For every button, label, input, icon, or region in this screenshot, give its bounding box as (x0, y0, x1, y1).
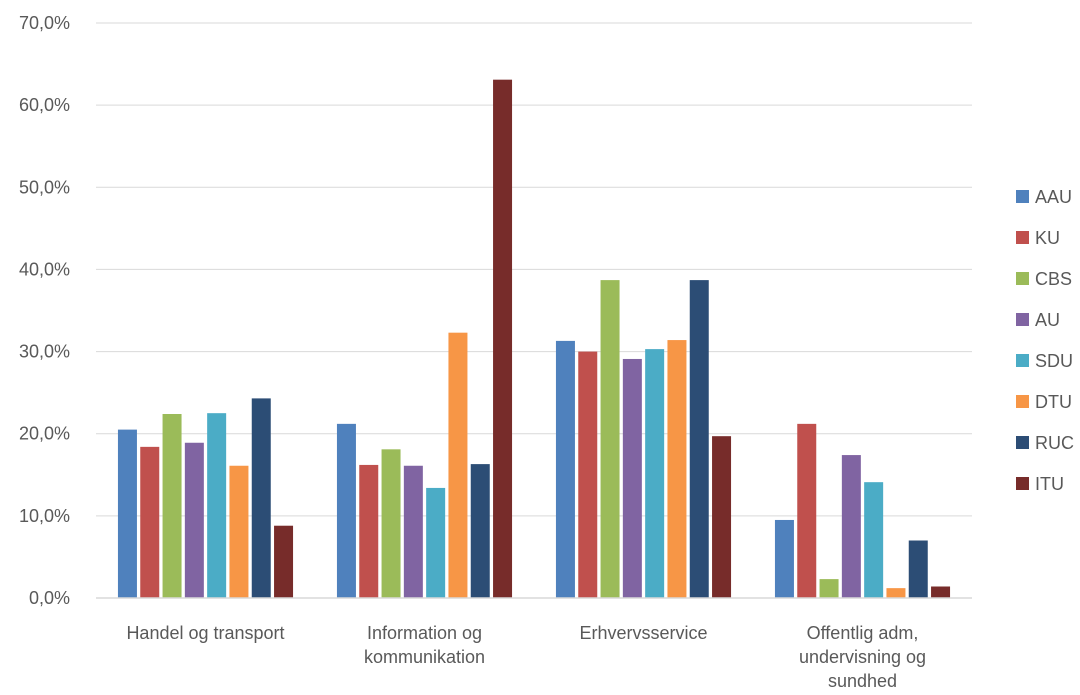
bar-dtu-2 (667, 340, 687, 598)
legend-swatch-au (1016, 313, 1029, 326)
bar-ruc-3 (908, 540, 928, 598)
bar-sdu-1 (426, 487, 446, 598)
legend-swatch-itu (1016, 477, 1029, 490)
bars (117, 79, 951, 598)
bar-dtu-3 (886, 588, 906, 598)
bar-itu-3 (931, 586, 951, 598)
bar-ruc-2 (689, 280, 709, 598)
y-tick-label: 40,0% (19, 259, 70, 279)
bar-cbs-1 (381, 449, 401, 598)
bar-au-0 (184, 442, 204, 598)
bar-dtu-1 (448, 332, 468, 598)
bar-itu-1 (493, 79, 513, 598)
legend-swatch-aau (1016, 190, 1029, 203)
bar-dtu-0 (229, 465, 249, 598)
category-label: Erhvervsservice (579, 623, 707, 643)
y-tick-label: 70,0% (19, 13, 70, 33)
bar-au-2 (622, 358, 642, 598)
legend-swatch-ku (1016, 231, 1029, 244)
bar-itu-2 (712, 436, 732, 598)
category-label: kommunikation (364, 647, 485, 667)
legend-label-ku: KU (1035, 228, 1060, 248)
category-label: Offentlig adm, (807, 623, 919, 643)
bar-sdu-3 (864, 482, 884, 598)
legend-swatch-dtu (1016, 395, 1029, 408)
legend-label-au: AU (1035, 310, 1060, 330)
category-label: undervisning og (799, 647, 926, 667)
bar-ku-3 (797, 423, 817, 598)
legend: AAU KU CBS AU SDU DTU RUC ITU (1016, 187, 1074, 494)
bar-ku-2 (578, 351, 598, 598)
y-tick-label: 20,0% (19, 424, 70, 444)
y-tick-label: 60,0% (19, 95, 70, 115)
legend-label-aau: AAU (1035, 187, 1072, 207)
category-labels: Handel og transport Information og kommuni… (126, 623, 926, 691)
category-label: sundhed (828, 671, 897, 691)
bar-aau-2 (555, 340, 575, 598)
gridlines (96, 22, 972, 517)
bar-cbs-0 (162, 414, 182, 598)
bar-aau-3 (774, 519, 794, 598)
y-axis-ticks: 0,0% 10,0% 20,0% 30,0% 40,0% 50,0% 60,0% 70,0% (19, 13, 70, 608)
legend-label-cbs: CBS (1035, 269, 1072, 289)
bar-ruc-1 (470, 464, 490, 598)
legend-label-sdu: SDU (1035, 351, 1073, 371)
bar-ruc-0 (251, 398, 271, 598)
legend-swatch-ruc (1016, 436, 1029, 449)
legend-swatch-sdu (1016, 354, 1029, 367)
bar-ku-0 (140, 446, 160, 598)
y-tick-label: 30,0% (19, 342, 70, 362)
category-label: Information og (367, 623, 482, 643)
y-tick-label: 0,0% (29, 588, 70, 608)
bar-au-3 (841, 455, 861, 598)
bar-cbs-2 (600, 280, 620, 598)
bar-ku-1 (359, 464, 379, 598)
bar-cbs-3 (819, 579, 839, 598)
bar-sdu-2 (645, 349, 665, 598)
y-tick-label: 10,0% (19, 506, 70, 526)
bar-itu-0 (274, 525, 294, 598)
legend-label-itu: ITU (1035, 474, 1064, 494)
category-label: Handel og transport (126, 623, 284, 643)
bar-aau-0 (117, 429, 137, 598)
bar-sdu-0 (207, 413, 227, 598)
legend-swatch-cbs (1016, 272, 1029, 285)
bar-aau-1 (336, 423, 356, 598)
legend-label-dtu: DTU (1035, 392, 1072, 412)
y-tick-label: 50,0% (19, 177, 70, 197)
bar-au-1 (403, 465, 423, 598)
legend-label-ruc: RUC (1035, 433, 1074, 453)
